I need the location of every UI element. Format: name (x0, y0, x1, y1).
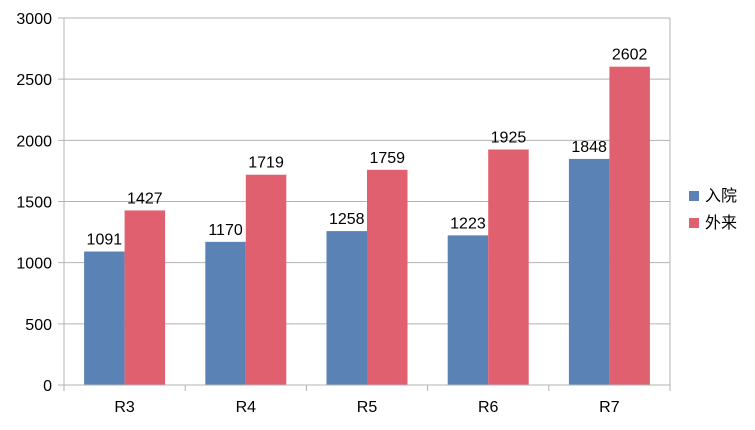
y-tick-label: 2500 (16, 72, 52, 89)
data-label: 1759 (369, 150, 405, 167)
x-tick-label: R3 (114, 399, 135, 416)
y-tick-label: 3000 (16, 11, 52, 28)
legend-swatch (689, 191, 699, 201)
y-tick-label: 0 (43, 378, 52, 395)
x-tick-label: R5 (357, 399, 378, 416)
bar-入院 (326, 231, 367, 385)
legend-label: 外来 (705, 214, 737, 232)
legend-label: 入院 (705, 187, 737, 205)
data-label: 1719 (248, 155, 284, 172)
bar-外来 (245, 174, 287, 385)
x-tick-label: R4 (236, 399, 257, 416)
data-label: 1170 (208, 222, 243, 239)
data-label: 1091 (87, 232, 123, 249)
bar-入院 (84, 251, 125, 385)
data-label: 1258 (329, 211, 365, 228)
bar-入院 (568, 158, 610, 385)
y-tick-label: 500 (25, 317, 52, 334)
y-tick-label: 2000 (16, 133, 52, 150)
bar-入院 (205, 241, 246, 385)
data-label: 1427 (127, 190, 163, 207)
bar-外来 (488, 149, 529, 385)
axes: 0 500 1000 1500 2000 2500 3000 R3 R4 R5 R6 R7 (16, 11, 671, 416)
data-label: 2602 (612, 47, 648, 64)
bars (84, 66, 650, 386)
bar-外来 (124, 210, 166, 385)
x-tick-label: R6 (478, 399, 499, 416)
data-label: 1223 (450, 215, 486, 232)
y-tick-label: 1500 (16, 195, 52, 212)
y-tick-label: 1000 (16, 256, 52, 273)
bar-外来 (367, 169, 408, 385)
data-label: 1848 (571, 139, 607, 156)
data-label: 1925 (491, 130, 527, 147)
x-tick-label: R7 (599, 399, 620, 416)
bar-外来 (609, 66, 650, 386)
data-labels: 1091 1427 1170 1719 1258 1759 1223 1925 1848 2602 (87, 47, 648, 249)
legend-swatch (689, 218, 699, 228)
bar-入院 (447, 235, 489, 385)
